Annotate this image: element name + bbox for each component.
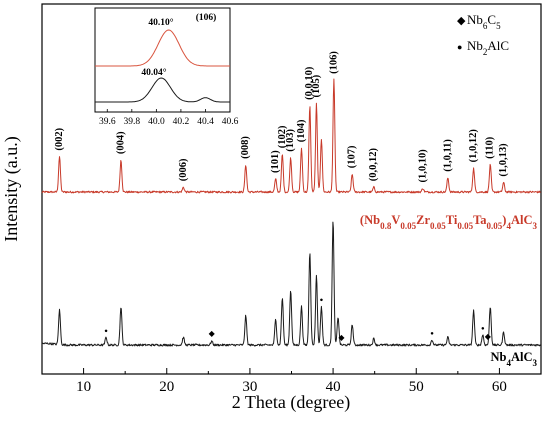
x-tick-label-2: 30	[242, 379, 257, 395]
peak-label-7: (104)	[296, 119, 307, 142]
peak-label-13: (1,0,10)	[417, 149, 428, 183]
peak-label-8: (0,0,10)	[304, 66, 315, 100]
inset-tick-label-0: 39.6	[99, 117, 116, 127]
inset-title: (106)	[196, 12, 217, 23]
x-axis-title: 2 Theta (degree)	[232, 392, 351, 413]
x-tick-label-5: 60	[492, 379, 507, 395]
legend-label-0: Nb6C5	[467, 12, 501, 31]
peak-label-17: (1,0,13)	[498, 143, 509, 177]
inset-tick-label-1: 39.8	[123, 117, 140, 127]
peak-label-1: (004)	[115, 131, 126, 154]
inset-plot: 39.6 39.8 40.0 40.2 40.4 40.6 (106) 40.10° 40…	[94, 7, 239, 127]
phase-marker-3: ◆	[338, 333, 345, 342]
inset-tick-label-3: 40.2	[173, 117, 190, 127]
peak-label-9: (105)	[311, 74, 322, 97]
x-tick-label-1: 20	[159, 379, 174, 395]
legend: ◆ Nb6C5 ● Nb2AlC	[457, 12, 509, 57]
legend-label-1: Nb2AlC	[467, 38, 509, 57]
sample-label-hea: (Nb0.8V0.05Zr0.05Ti0.05Ta0.05)4AlC3	[360, 213, 538, 231]
x-tick-label-0: 10	[76, 379, 91, 395]
series-line-1	[41, 221, 541, 347]
peak-label-6: (103)	[285, 129, 296, 152]
inset-tick-label-4: 40.4	[197, 117, 214, 127]
x-axis-ticks: 10 20 30 40 50 60	[41, 368, 542, 395]
peak-label-3: (008)	[240, 136, 251, 159]
peak-label-4: (101)	[270, 150, 281, 173]
peak-label-2: (006)	[178, 158, 189, 181]
x-tick-label-4: 50	[409, 379, 424, 395]
peak-label-15: (1,0,12)	[468, 129, 479, 163]
phase-marker-1: ◆	[209, 329, 216, 338]
peak-labels: (002) (004) (006) (008) (101) (102)(103) (104)…	[54, 51, 509, 183]
inset-curves	[95, 29, 230, 103]
legend-marker-1: ●	[457, 42, 462, 52]
inset-tick-label-2: 40.0	[148, 117, 165, 127]
inset-label-red: 40.10°	[148, 17, 173, 28]
inset-curve-black	[95, 77, 230, 103]
y-axis-title: Intensity (a.u.)	[1, 136, 22, 241]
phase-markers: ● ◆●◆ ●●◆	[104, 298, 492, 342]
peak-label-5: (102)	[277, 125, 288, 148]
peak-label-16: (110)	[485, 136, 496, 159]
inset-frame	[94, 7, 231, 113]
inset-x-ticks: 39.6 39.8 40.0 40.2 40.4 40.6	[99, 109, 239, 127]
phase-marker-6: ◆	[485, 332, 492, 341]
phase-marker-0: ●	[104, 328, 108, 334]
sample-label-nb4alc3: Nb4AlC3	[490, 350, 537, 368]
phase-marker-4: ●	[430, 331, 434, 337]
inset-tick-label-5: 40.6	[222, 117, 239, 127]
peak-label-12: (0,0,12)	[368, 148, 379, 182]
phase-marker-5: ●	[481, 326, 485, 332]
peak-label-14: (1,0,11)	[442, 139, 453, 172]
legend-marker-0: ◆	[457, 15, 466, 27]
series-line-0	[41, 78, 541, 194]
phase-marker-2: ●	[320, 298, 324, 304]
inset-curve-red	[95, 29, 230, 67]
traces	[41, 78, 541, 347]
inset-label-black: 40.04°	[141, 67, 166, 78]
x-tick-label-3: 40	[326, 379, 341, 395]
peak-label-11: (107)	[347, 145, 358, 168]
peak-label-10: (106)	[328, 51, 339, 74]
peak-label-0: (002)	[54, 127, 65, 150]
